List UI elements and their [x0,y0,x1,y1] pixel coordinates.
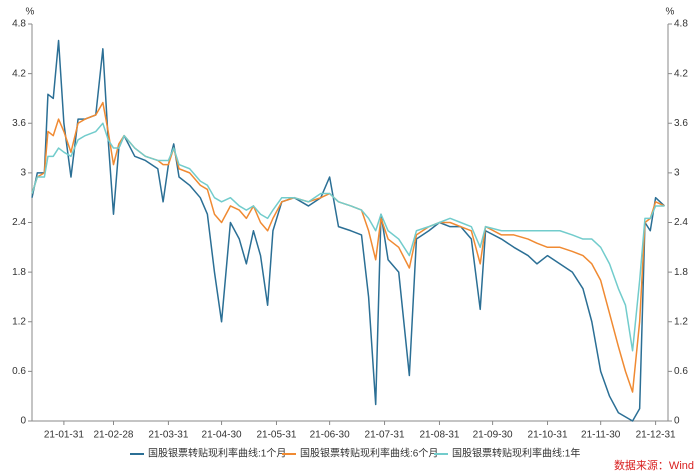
y2-unit: % [666,7,675,18]
x-tick-label: 21-12-31 [636,430,676,441]
y-tick-label: 1.8 [12,267,26,278]
y-tick-label: 0.6 [12,366,26,377]
y-tick-label: 3 [20,168,26,179]
y2-tick-label: 2.4 [674,217,688,228]
y2-tick-label: 3 [674,168,680,179]
x-tick-label: 21-03-31 [148,430,188,441]
legend-label: 国股银票转贴现利率曲线:1年 [452,447,580,460]
series-line [31,122,665,352]
y2-tick-label: 0 [674,416,680,427]
y-tick-label: 4.8 [12,19,26,30]
x-tick-label: 21-10-31 [528,430,568,441]
x-tick-label: 21-09-30 [473,430,513,441]
x-tick-label: 21-05-31 [256,430,296,441]
x-tick-label: 21-06-30 [310,430,350,441]
legend-label: 国股银票转贴现利率曲线:6个月 [300,447,438,460]
source-note: 数据来源：Wind [614,458,694,472]
y-tick-label: 0 [20,416,26,427]
x-tick-label: 21-08-31 [419,430,459,441]
x-tick-label: 21-01-31 [44,430,84,441]
series-line [31,39,665,422]
y2-tick-label: 1.8 [674,267,688,278]
y2-tick-label: 0.6 [674,366,688,377]
x-tick-label: 21-11-30 [581,430,621,441]
legend-label: 国股银票转贴现利率曲线:1个月 [148,447,286,460]
x-tick-label: 21-04-30 [202,430,242,441]
y2-tick-label: 4.2 [674,68,688,79]
y-tick-label: 4.2 [12,68,26,79]
y-tick-label: 1.2 [12,316,26,327]
x-tick-label: 21-07-31 [365,430,405,441]
x-tick-label: 21-02-28 [93,430,133,441]
y-tick-label: 3.6 [12,118,26,129]
series-line [31,101,665,393]
y-tick-label: 2.4 [12,217,26,228]
y2-tick-label: 4.8 [674,19,688,30]
y-unit: % [26,7,35,18]
y2-tick-label: 3.6 [674,118,688,129]
y2-tick-label: 1.2 [674,316,688,327]
